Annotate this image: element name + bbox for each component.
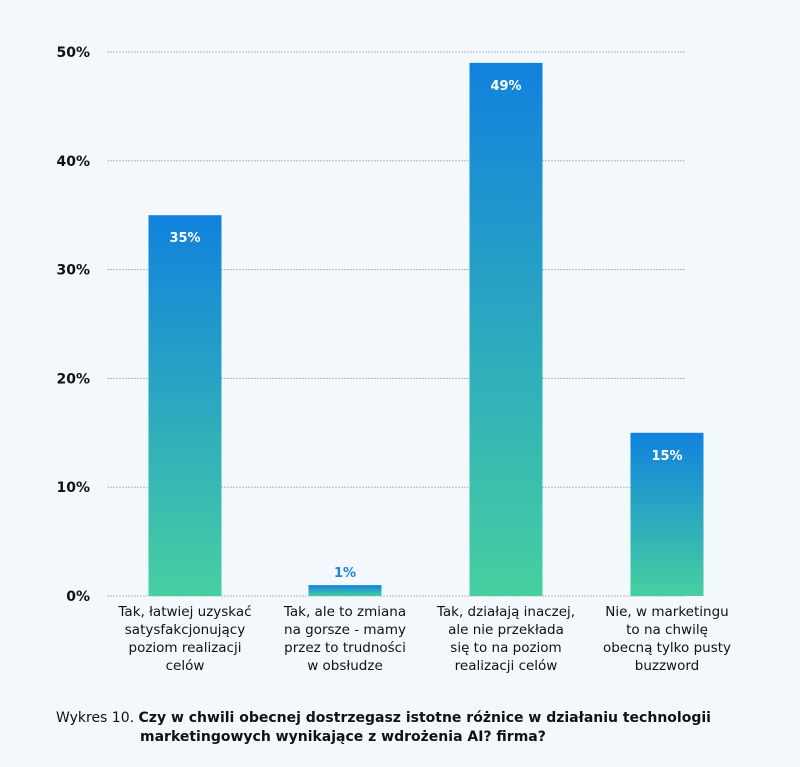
data-label: 1% bbox=[334, 566, 356, 581]
x-tick-label-line: się to na poziom bbox=[450, 640, 562, 656]
x-tick-label-line: celów bbox=[165, 658, 205, 674]
x-tick-label-line: przez to trudności bbox=[284, 640, 406, 656]
x-tick-label-line: satysfakcjonujący bbox=[124, 622, 246, 638]
y-tick-label: 30% bbox=[56, 263, 90, 279]
caption-prefix: Wykres 10. bbox=[56, 710, 135, 726]
x-tick-label-line: realizacji celów bbox=[454, 658, 558, 674]
chart-caption: Wykres 10. Czy w chwili obecnej dostrzeg… bbox=[56, 709, 776, 747]
x-tick-label: Tak, łatwiej uzyskać satysfakcjonujący poz… bbox=[105, 603, 265, 675]
y-tick-label: 50% bbox=[56, 45, 90, 61]
bar bbox=[148, 215, 222, 596]
x-tick-label-line: na gorsze - mamy bbox=[284, 622, 406, 638]
bar bbox=[469, 62, 543, 596]
caption-title-line2: marketingowych wynikające z wdrożenia AI… bbox=[140, 729, 546, 745]
value-labels: 35% 1% 49% 15% bbox=[169, 79, 682, 581]
x-tick-label-line: obecną tylko pusty bbox=[602, 640, 732, 656]
bar-chart: 0% 10% 20% 30% 40% 50% 35% 1% 49% 15% bbox=[56, 45, 704, 605]
data-label: 35% bbox=[169, 231, 200, 246]
y-tick-label: 20% bbox=[56, 371, 90, 387]
y-tick-label: 10% bbox=[56, 480, 90, 496]
x-tick-label-line: ale nie przekłada bbox=[448, 622, 564, 638]
x-tick-label-line: Tak, działają inaczej, bbox=[436, 604, 576, 620]
x-tick-label-line: Tak, ale to zmiana bbox=[283, 604, 407, 620]
x-tick-label-line: w obsłudze bbox=[307, 658, 383, 674]
bars bbox=[148, 62, 704, 596]
caption-title-line1: Czy w chwili obecnej dostrzegasz istotne… bbox=[138, 710, 711, 726]
x-tick-label: Tak, ale to zmiana na gorsze - mamy przez … bbox=[265, 603, 425, 675]
bar bbox=[630, 432, 704, 596]
y-axis-ticks: 0% 10% 20% 30% 40% 50% bbox=[56, 45, 90, 605]
x-tick-label-line: Tak, łatwiej uzyskać bbox=[118, 604, 252, 620]
x-tick-label-line: poziom realizacji bbox=[128, 640, 242, 656]
y-tick-label: 0% bbox=[66, 589, 90, 605]
x-tick-label-line: buzzword bbox=[634, 658, 700, 674]
y-tick-label: 40% bbox=[56, 154, 90, 170]
data-label: 49% bbox=[490, 79, 521, 94]
data-label: 15% bbox=[651, 449, 682, 464]
x-tick-label-line: to na chwilę bbox=[626, 622, 708, 638]
x-tick-label: Nie, w marketingu to na chwilę obecną tylk… bbox=[587, 603, 747, 675]
bar bbox=[308, 585, 382, 596]
x-tick-label: Tak, działają inaczej, ale nie przekłada s… bbox=[426, 603, 586, 675]
x-tick-label-line: Nie, w marketingu bbox=[605, 604, 729, 620]
